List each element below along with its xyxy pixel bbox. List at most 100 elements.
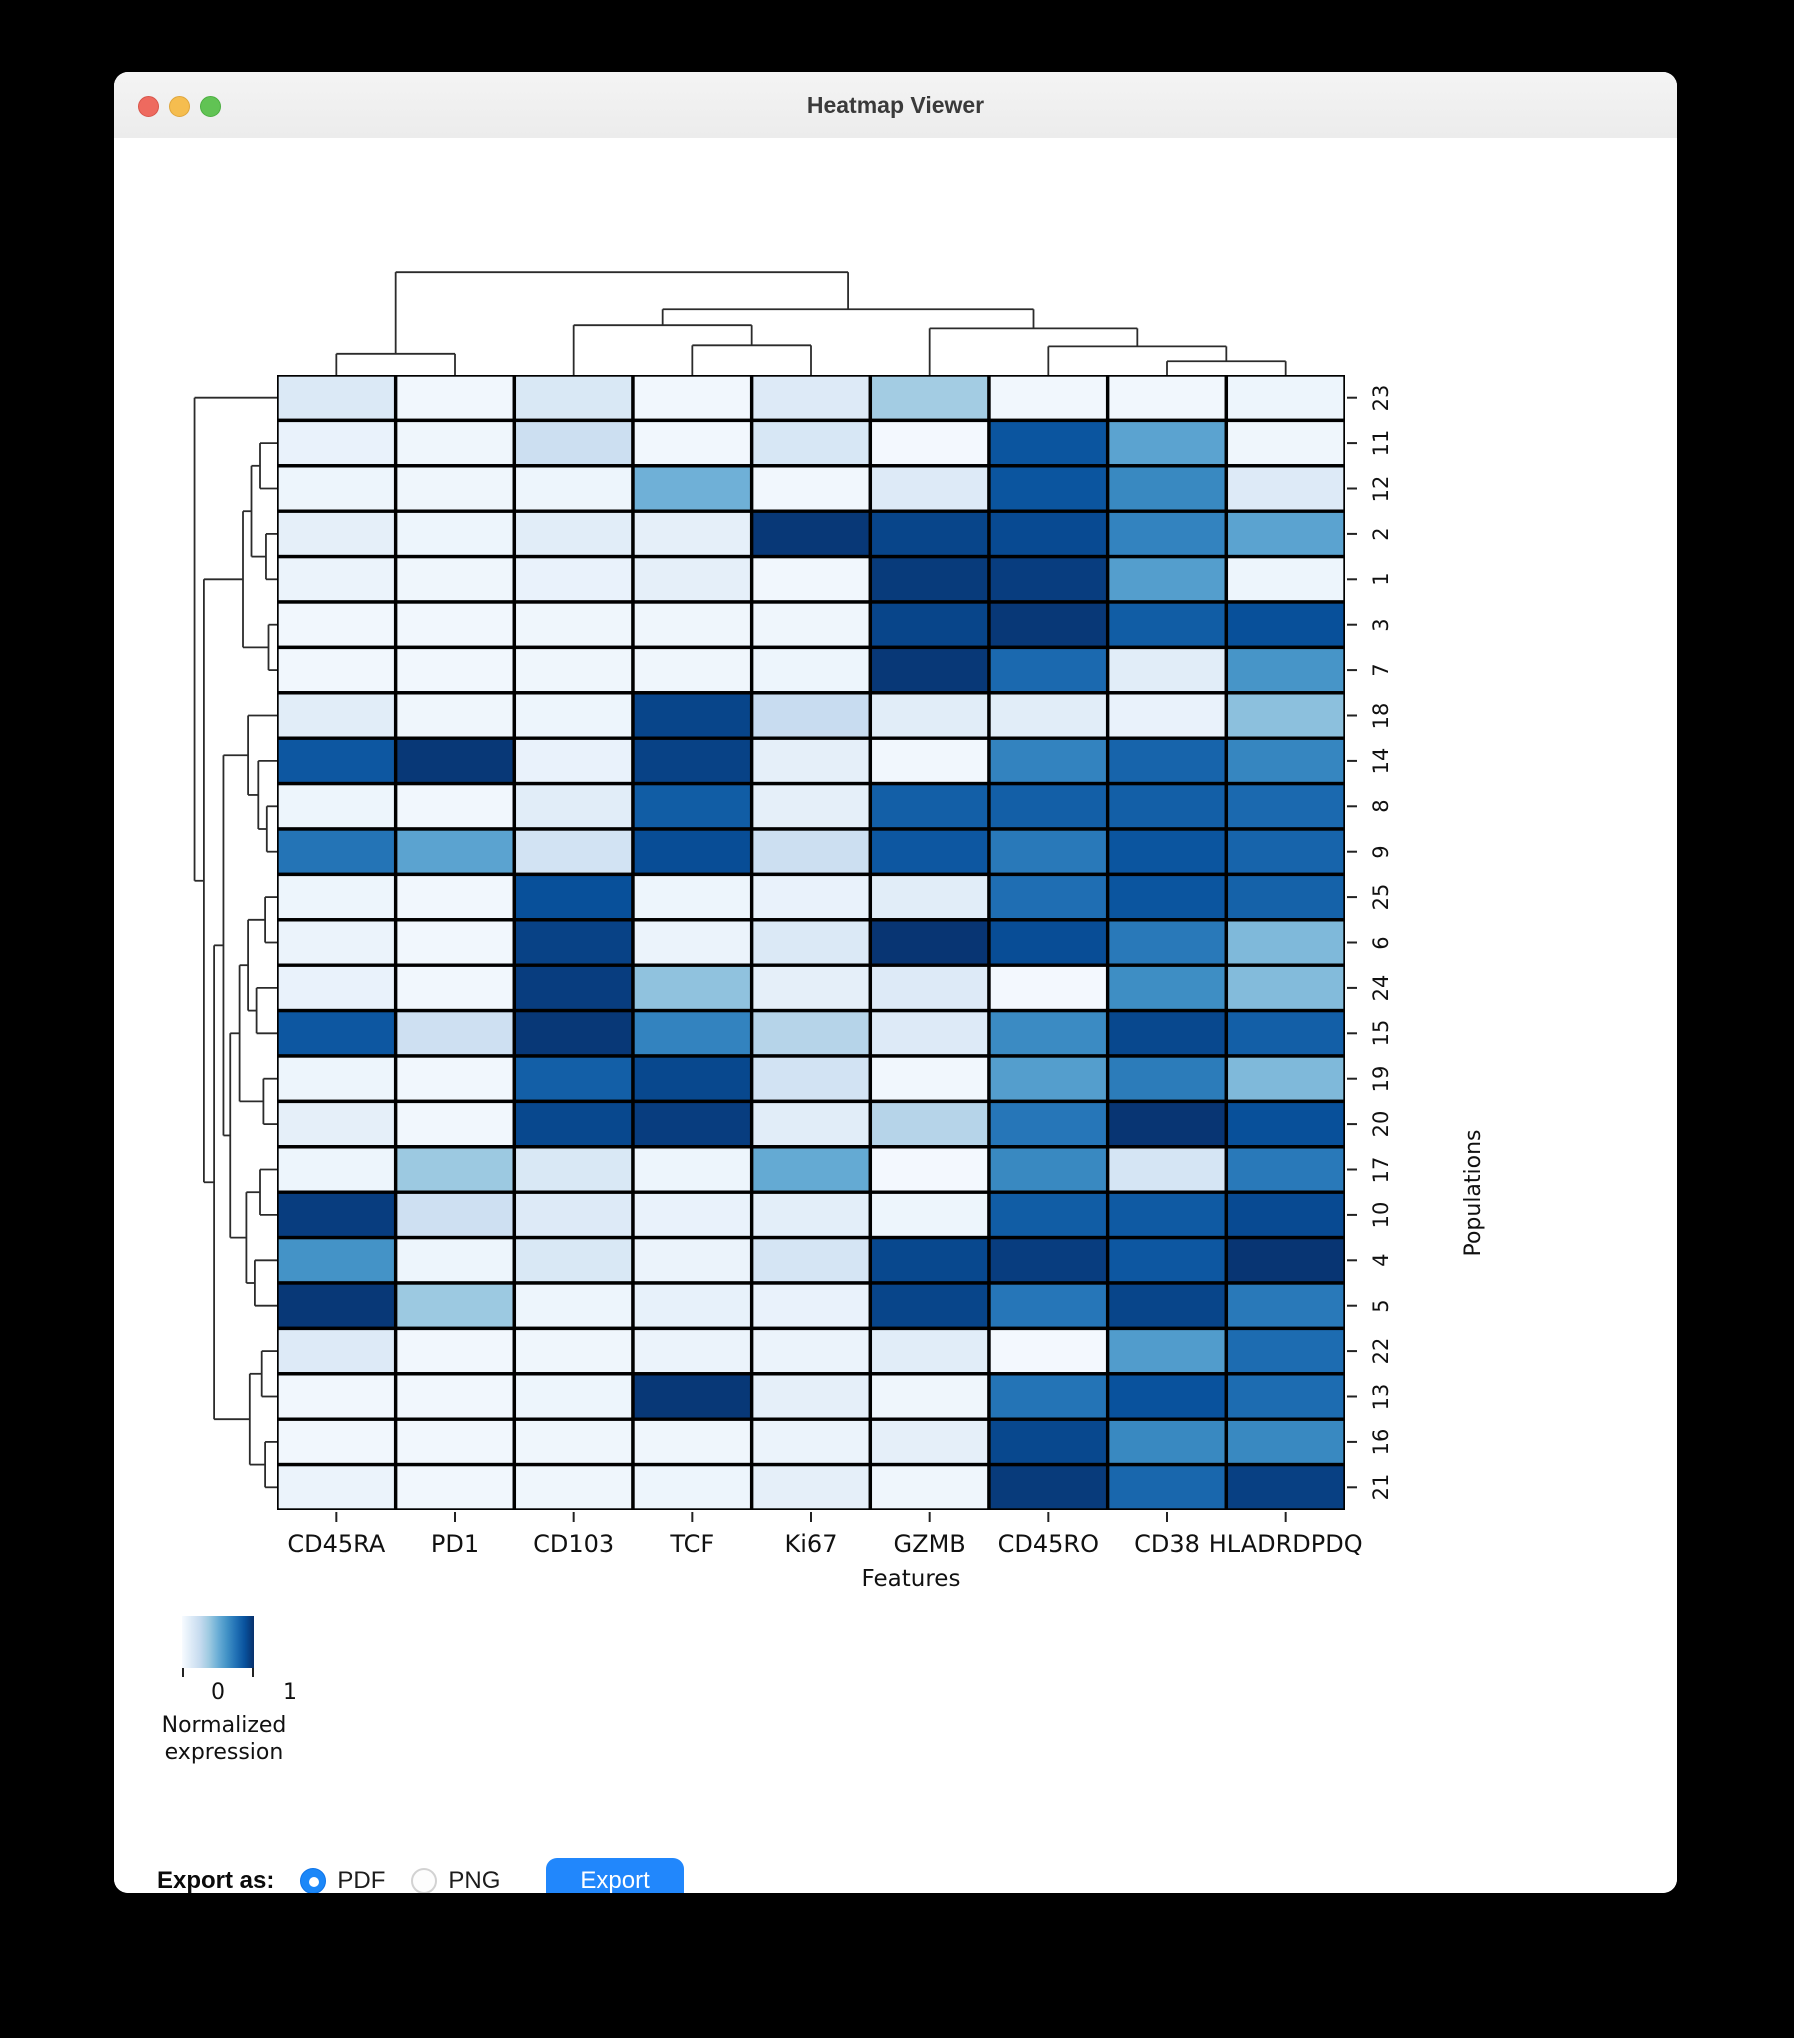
minimize-button[interactable] <box>169 96 190 117</box>
heatmap-cell <box>512 1008 635 1058</box>
heatmap-cell <box>512 1099 635 1149</box>
row-label: 15 <box>1369 1019 1393 1047</box>
radio-option-pdf[interactable]: PDF <box>300 1867 385 1893</box>
heatmap-cell <box>987 827 1110 877</box>
heatmap-cell <box>749 1008 873 1058</box>
heatmap-cell <box>868 1417 991 1467</box>
heatmap-cell <box>277 1145 398 1194</box>
heatmap-cell <box>631 1145 754 1194</box>
heatmap-cell <box>1105 736 1229 786</box>
heatmap-cell <box>1224 1099 1345 1149</box>
heatmap-cell <box>512 1326 635 1376</box>
clustermap-canvas: CD45RA PD1 CD103 TCF Ki67 GZMB CD45RO CD38 HLADR… <box>114 138 1677 1893</box>
heatmap-cell <box>393 1326 517 1376</box>
heatmap-cell <box>631 691 754 740</box>
radio-pdf-selected[interactable] <box>300 1868 327 1893</box>
colorbar-gradient <box>182 1616 254 1668</box>
heatmap-cell <box>512 918 635 967</box>
row-label: 20 <box>1369 1110 1393 1138</box>
radio-container: PDF PNG <box>274 1867 500 1893</box>
heatmap-cell <box>987 781 1110 831</box>
heatmap-cell <box>749 554 873 604</box>
row-label: 19 <box>1369 1065 1393 1093</box>
column-label: HLADRDPDQ <box>1208 1530 1363 1558</box>
heatmap-cell <box>749 736 873 786</box>
row-label: 12 <box>1369 475 1393 502</box>
heatmap-cell <box>749 1417 873 1467</box>
heatmap-cell <box>1224 375 1345 423</box>
heatmap-cell <box>749 918 873 967</box>
heatmap-cell <box>631 1281 754 1331</box>
row-label: 8 <box>1369 799 1393 813</box>
heatmap-cell <box>277 464 398 513</box>
colorbar-tick-min: 0 <box>211 1680 225 1705</box>
column-label: PD1 <box>430 1530 480 1558</box>
heatmap-cell <box>631 600 754 650</box>
radio-png[interactable] <box>411 1868 438 1893</box>
colorbar-tick <box>252 1668 254 1677</box>
heatmap-cell <box>277 1008 398 1058</box>
heatmap-cell <box>987 1462 1110 1510</box>
heatmap-cell <box>1224 1235 1345 1285</box>
heatmap-cell <box>1105 1326 1229 1376</box>
column-dendrogram <box>335 271 1287 375</box>
zoom-button[interactable] <box>200 96 221 117</box>
close-button[interactable] <box>138 96 159 117</box>
heatmap-cell <box>1224 872 1345 922</box>
heatmap-cell <box>393 1462 517 1510</box>
heatmap-cell <box>1105 1417 1229 1467</box>
column-label: GZMB <box>893 1530 966 1558</box>
heatmap-cell <box>277 418 398 468</box>
heatmap-cell <box>1224 918 1345 967</box>
heatmap-cell <box>277 645 398 695</box>
row-label: 10 <box>1369 1201 1393 1229</box>
heatmap-cell <box>987 418 1110 468</box>
heatmap-cell <box>393 872 517 922</box>
heatmap-cell <box>277 872 398 922</box>
heatmap-cell <box>1224 554 1345 604</box>
heatmap-cell <box>1224 600 1345 650</box>
row-label: 5 <box>1369 1299 1393 1313</box>
heatmap-cell <box>749 600 873 650</box>
row-label: 23 <box>1369 384 1393 412</box>
heatmap-cell <box>1224 1054 1345 1104</box>
heatmap-cell <box>277 1462 398 1510</box>
heatmap-cell <box>868 509 991 559</box>
heatmap-cell <box>868 418 991 468</box>
row-label: 7 <box>1369 663 1393 677</box>
heatmap-cell <box>512 645 635 695</box>
heatmap-cell <box>277 918 398 967</box>
row-label: 17 <box>1369 1156 1393 1183</box>
heatmap-cell <box>1224 418 1345 468</box>
row-label: 18 <box>1369 702 1393 729</box>
export-bar: Export as: PDF PNG Export <box>157 1856 684 1893</box>
heatmap-cell <box>1105 418 1229 468</box>
heatmap-cell <box>868 1099 991 1149</box>
heatmap-cell <box>987 1235 1110 1285</box>
app-window: Heatmap Viewer CD45RA PD1 CD103 TCF Ki67 GZMB… <box>114 72 1677 1893</box>
heatmap-cell <box>749 1145 873 1194</box>
heatmap-cell <box>393 645 517 695</box>
radio-option-png[interactable]: PNG <box>411 1867 500 1893</box>
heatmap-cell <box>868 464 991 513</box>
column-label: CD45RA <box>287 1530 386 1558</box>
heatmap-cell <box>512 872 635 922</box>
heatmap-cell <box>1105 1145 1229 1194</box>
heatmap-cell <box>631 1372 754 1421</box>
export-button[interactable]: Export <box>546 1858 684 1893</box>
heatmap-cell <box>631 1099 754 1149</box>
heatmap-cell <box>1105 872 1229 922</box>
heatmap-cell <box>631 554 754 604</box>
heatmap-cell <box>1105 691 1229 740</box>
heatmap-cell <box>512 554 635 604</box>
colorbar-tick-max: 1 <box>283 1680 297 1705</box>
heatmap-cell <box>1105 1099 1229 1149</box>
heatmap-cell <box>512 1054 635 1104</box>
heatmap-cell <box>1105 464 1229 513</box>
heatmap-cell <box>277 963 398 1013</box>
heatmap-cell <box>749 1190 873 1240</box>
colorbar-label: Normalized expression <box>134 1712 314 1766</box>
heatmap-cell <box>1105 1235 1229 1285</box>
heatmap-cell <box>868 600 991 650</box>
heatmap-cell <box>1105 600 1229 650</box>
